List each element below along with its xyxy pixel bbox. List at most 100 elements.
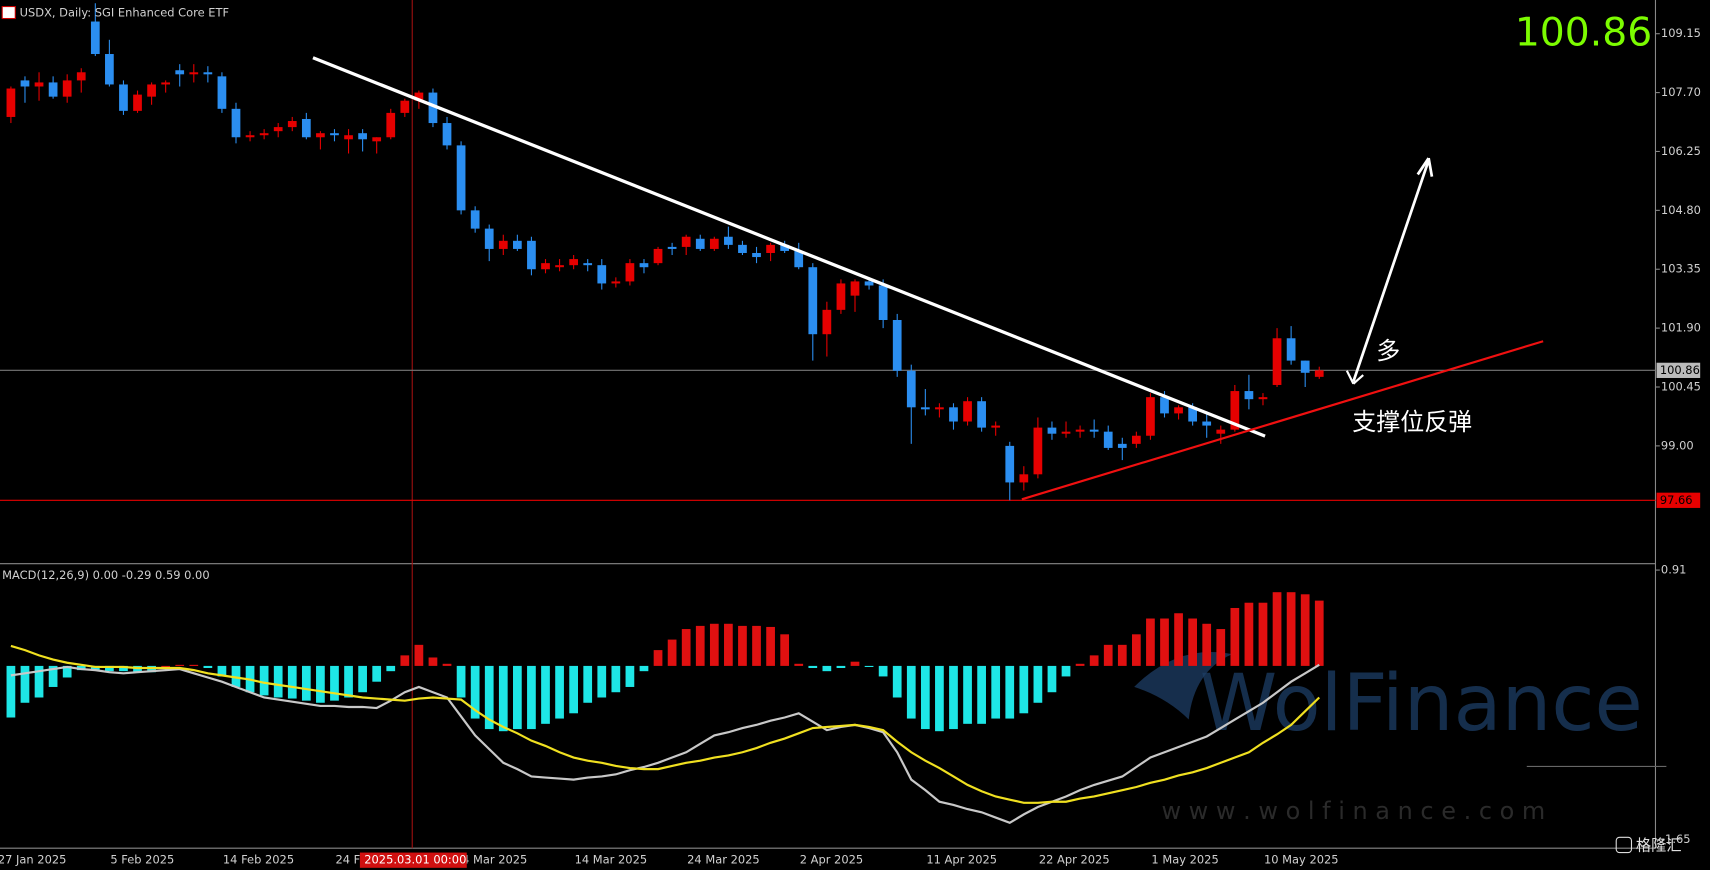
candle-body xyxy=(372,137,382,142)
candle-body xyxy=(513,240,522,249)
candle-body xyxy=(76,72,86,81)
arrow-line xyxy=(1352,159,1430,383)
histogram-bar xyxy=(1089,655,1099,666)
candle-body xyxy=(653,248,663,264)
histogram-bar xyxy=(1019,665,1029,714)
brand: 格隆汇 xyxy=(1636,837,1682,855)
histogram-bar xyxy=(906,665,916,719)
histogram-bar xyxy=(1075,663,1085,666)
crosshair-label: 2025.03.01 00:00 xyxy=(364,853,466,867)
histogram-bar xyxy=(1061,665,1071,677)
histogram-bar xyxy=(1146,618,1155,666)
histogram-bar xyxy=(1160,618,1169,666)
histogram-bar xyxy=(935,665,944,732)
x-tick-label: 2 Apr 2025 xyxy=(800,853,863,867)
symbol-icon xyxy=(1,5,16,20)
histogram-bar xyxy=(456,665,466,698)
chart-header: USDX, Daily: SGI Enhanced Core ETF xyxy=(20,6,229,20)
candle-body xyxy=(752,252,761,258)
candle-body xyxy=(1117,443,1127,448)
histogram-bar xyxy=(611,665,621,693)
last-price: 100.86 xyxy=(1515,10,1652,55)
histogram-bar xyxy=(850,661,860,666)
candle-body xyxy=(555,265,564,268)
x-tick-label: 14 Mar 2025 xyxy=(575,853,648,867)
watermark-logo: WolFinance xyxy=(1200,657,1643,749)
macd-title: MACD(12,26,9) 0.00 -0.29 0.59 0.00 xyxy=(2,568,209,582)
y-tick-label: -1.65 xyxy=(1661,832,1691,846)
histogram-bar xyxy=(217,665,227,677)
price-label: 100.86 xyxy=(1660,363,1700,377)
histogram-bar xyxy=(752,625,761,666)
histogram-bar xyxy=(513,665,522,730)
candle-body xyxy=(625,263,635,282)
histogram-bar xyxy=(1300,594,1310,666)
candle-body xyxy=(161,82,171,85)
candle-body xyxy=(175,70,185,75)
candle-body xyxy=(1005,445,1015,483)
candle-body xyxy=(1103,431,1113,448)
histogram-bar xyxy=(1033,665,1043,703)
x-tick-label: 27 Jan 2025 xyxy=(0,853,66,867)
candle-body xyxy=(850,281,860,296)
candle-body xyxy=(344,135,353,140)
candle-body xyxy=(906,370,916,408)
histogram-bar xyxy=(639,665,649,672)
candle-body xyxy=(935,407,944,410)
candle-body xyxy=(1258,397,1268,400)
candle-body xyxy=(456,145,466,211)
histogram-bar xyxy=(1286,592,1296,666)
candle-body xyxy=(780,244,790,251)
candle-body xyxy=(794,250,804,268)
histogram-bar xyxy=(667,639,677,666)
candle-body xyxy=(1089,429,1099,432)
histogram-bar xyxy=(119,665,128,672)
candle-body xyxy=(1047,427,1057,434)
candle-body xyxy=(991,425,1001,428)
candle-body xyxy=(864,281,874,286)
crosshair-label-bg xyxy=(359,852,467,868)
candle-body xyxy=(681,236,691,247)
y-tick-label: 103.35 xyxy=(1661,262,1701,276)
candle-body xyxy=(1160,397,1169,414)
candle-body xyxy=(822,309,832,335)
y-tick-label: 101.90 xyxy=(1661,321,1701,335)
candle-body xyxy=(498,240,508,249)
histogram-bar xyxy=(1230,607,1240,666)
y-tick-label: 99.00 xyxy=(1661,438,1694,452)
histogram-bar xyxy=(161,665,171,667)
candle-body xyxy=(1033,427,1043,475)
candle-body xyxy=(414,92,424,101)
histogram-bar xyxy=(189,664,199,666)
histogram-bar xyxy=(1188,618,1197,666)
candle-body xyxy=(1286,338,1296,361)
histogram-bar xyxy=(301,665,311,701)
histogram-bar xyxy=(1132,634,1141,666)
histogram-bar xyxy=(949,665,958,730)
plot-layer: 109.15 107.70 106.25 104.80 103.35 101.90 100.… xyxy=(0,3,1701,867)
candle-body xyxy=(287,121,297,128)
candle-body xyxy=(34,82,44,87)
candle-body xyxy=(105,54,114,85)
histogram-bar xyxy=(105,665,114,672)
candle-body xyxy=(569,259,578,266)
x-tick-label: 10 May 2025 xyxy=(1264,853,1339,867)
histogram-bar xyxy=(20,665,30,703)
histogram-bar xyxy=(653,650,663,666)
histogram-bar xyxy=(878,665,888,677)
candle-body xyxy=(1300,360,1310,373)
candle-body xyxy=(639,263,649,268)
resistance-trendline xyxy=(312,56,1266,438)
candle-body xyxy=(1019,474,1029,483)
y-tick-label: 100.45 xyxy=(1661,380,1701,394)
candle-body xyxy=(1174,407,1183,414)
candle-body xyxy=(738,244,747,253)
candle-body xyxy=(1146,397,1155,436)
candle-body xyxy=(330,133,339,136)
histogram-bar xyxy=(780,634,790,666)
annotation-long: 多 xyxy=(1376,337,1400,365)
candle-body xyxy=(766,244,775,253)
candle-body xyxy=(808,267,818,335)
candle-body xyxy=(724,236,733,245)
